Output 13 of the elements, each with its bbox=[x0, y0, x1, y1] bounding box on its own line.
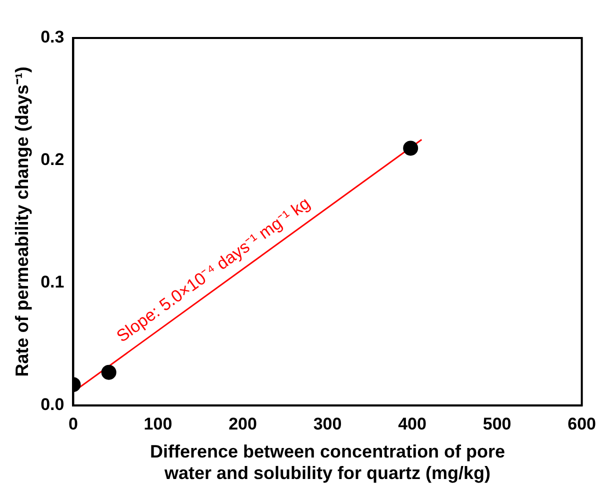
x-tick-label: 500 bbox=[482, 414, 512, 434]
y-tick-label: 0.2 bbox=[40, 150, 64, 170]
x-tick-label: 300 bbox=[313, 414, 342, 434]
y-axis-title: Rate of permeability change (days⁻¹) bbox=[12, 66, 32, 377]
y-tick-label: 0.0 bbox=[40, 395, 64, 414]
x-tick-label: 100 bbox=[144, 414, 172, 434]
x-tick-label: 400 bbox=[398, 414, 426, 434]
y-tick-label: 0.3 bbox=[40, 28, 64, 47]
x-tick-label: 200 bbox=[228, 414, 257, 434]
x-axis-title: Difference between concentration of pore water and solubility for quartz (mg/kg) bbox=[150, 442, 506, 484]
y-tick-label: 0.1 bbox=[40, 272, 64, 292]
x-tick-label: 600 bbox=[568, 414, 596, 434]
x-tick-label: 0 bbox=[68, 414, 78, 434]
